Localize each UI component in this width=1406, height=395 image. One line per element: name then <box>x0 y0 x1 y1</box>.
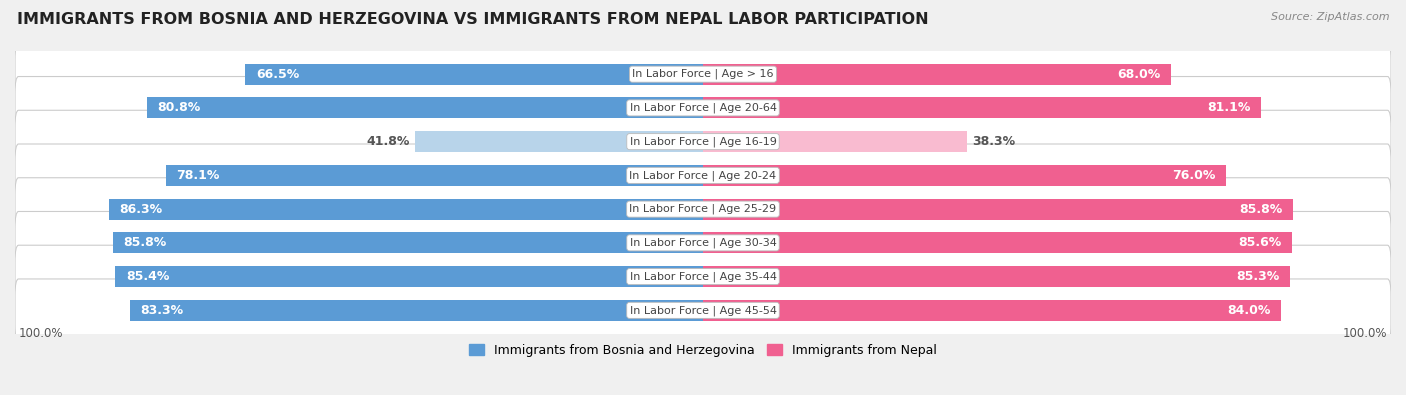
Text: 80.8%: 80.8% <box>157 102 201 115</box>
Bar <box>166 165 703 186</box>
FancyBboxPatch shape <box>15 77 1391 139</box>
Text: 66.5%: 66.5% <box>256 68 299 81</box>
Bar <box>148 98 703 118</box>
Text: In Labor Force | Age > 16: In Labor Force | Age > 16 <box>633 69 773 79</box>
Text: In Labor Force | Age 20-24: In Labor Force | Age 20-24 <box>630 170 776 181</box>
Bar <box>703 266 1289 287</box>
Bar <box>115 266 703 287</box>
Text: 38.3%: 38.3% <box>972 135 1015 148</box>
Text: In Labor Force | Age 30-34: In Labor Force | Age 30-34 <box>630 238 776 248</box>
Bar <box>703 199 1294 220</box>
Bar <box>703 131 966 152</box>
Bar <box>703 64 1171 85</box>
FancyBboxPatch shape <box>15 279 1391 342</box>
Bar <box>246 64 703 85</box>
Text: IMMIGRANTS FROM BOSNIA AND HERZEGOVINA VS IMMIGRANTS FROM NEPAL LABOR PARTICIPAT: IMMIGRANTS FROM BOSNIA AND HERZEGOVINA V… <box>17 12 928 27</box>
Bar <box>129 300 703 321</box>
Bar <box>415 131 703 152</box>
Bar <box>703 300 1281 321</box>
Bar <box>703 98 1261 118</box>
FancyBboxPatch shape <box>15 245 1391 308</box>
Text: 100.0%: 100.0% <box>1343 327 1388 340</box>
Text: 41.8%: 41.8% <box>367 135 411 148</box>
FancyBboxPatch shape <box>15 211 1391 274</box>
FancyBboxPatch shape <box>15 43 1391 105</box>
Text: 85.8%: 85.8% <box>1240 203 1284 216</box>
Text: 81.1%: 81.1% <box>1208 102 1251 115</box>
Legend: Immigrants from Bosnia and Herzegovina, Immigrants from Nepal: Immigrants from Bosnia and Herzegovina, … <box>464 339 942 362</box>
FancyBboxPatch shape <box>15 110 1391 173</box>
Text: 85.6%: 85.6% <box>1239 236 1282 249</box>
Text: 85.4%: 85.4% <box>125 270 169 283</box>
Text: 78.1%: 78.1% <box>176 169 219 182</box>
FancyBboxPatch shape <box>15 144 1391 207</box>
Bar <box>110 199 703 220</box>
Text: Source: ZipAtlas.com: Source: ZipAtlas.com <box>1271 12 1389 22</box>
Text: 76.0%: 76.0% <box>1173 169 1216 182</box>
Text: 83.3%: 83.3% <box>141 304 183 317</box>
Bar <box>703 232 1292 253</box>
Text: In Labor Force | Age 16-19: In Labor Force | Age 16-19 <box>630 136 776 147</box>
Text: 85.8%: 85.8% <box>122 236 166 249</box>
Text: 86.3%: 86.3% <box>120 203 163 216</box>
Bar <box>112 232 703 253</box>
Text: In Labor Force | Age 35-44: In Labor Force | Age 35-44 <box>630 271 776 282</box>
FancyBboxPatch shape <box>15 178 1391 241</box>
Text: 68.0%: 68.0% <box>1118 68 1160 81</box>
Text: In Labor Force | Age 20-64: In Labor Force | Age 20-64 <box>630 103 776 113</box>
Text: 85.3%: 85.3% <box>1236 270 1279 283</box>
Text: 100.0%: 100.0% <box>18 327 63 340</box>
Text: In Labor Force | Age 25-29: In Labor Force | Age 25-29 <box>630 204 776 214</box>
Text: 84.0%: 84.0% <box>1227 304 1271 317</box>
Bar <box>703 165 1226 186</box>
Text: In Labor Force | Age 45-54: In Labor Force | Age 45-54 <box>630 305 776 316</box>
